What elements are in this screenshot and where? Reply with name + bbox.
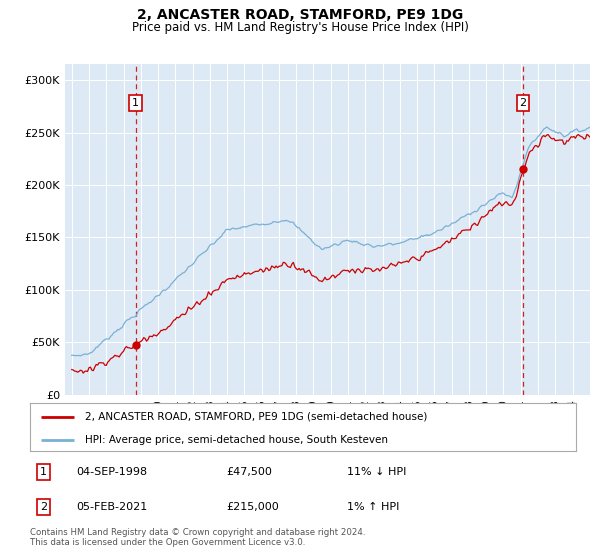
Text: 05-FEB-2021: 05-FEB-2021	[76, 502, 148, 512]
Text: HPI: Average price, semi-detached house, South Kesteven: HPI: Average price, semi-detached house,…	[85, 435, 388, 445]
Text: 2: 2	[40, 502, 47, 512]
Text: 2, ANCASTER ROAD, STAMFORD, PE9 1DG (semi-detached house): 2, ANCASTER ROAD, STAMFORD, PE9 1DG (sem…	[85, 412, 427, 422]
Text: 2: 2	[520, 98, 526, 108]
Text: £215,000: £215,000	[227, 502, 280, 512]
Text: 1: 1	[40, 467, 47, 477]
Text: 2, ANCASTER ROAD, STAMFORD, PE9 1DG: 2, ANCASTER ROAD, STAMFORD, PE9 1DG	[137, 8, 463, 22]
Text: 1% ↑ HPI: 1% ↑ HPI	[347, 502, 399, 512]
Text: 1: 1	[132, 98, 139, 108]
Text: £47,500: £47,500	[227, 467, 272, 477]
Text: 11% ↓ HPI: 11% ↓ HPI	[347, 467, 406, 477]
Text: 04-SEP-1998: 04-SEP-1998	[76, 467, 148, 477]
Text: Contains HM Land Registry data © Crown copyright and database right 2024.
This d: Contains HM Land Registry data © Crown c…	[30, 528, 365, 547]
Text: Price paid vs. HM Land Registry's House Price Index (HPI): Price paid vs. HM Land Registry's House …	[131, 21, 469, 34]
